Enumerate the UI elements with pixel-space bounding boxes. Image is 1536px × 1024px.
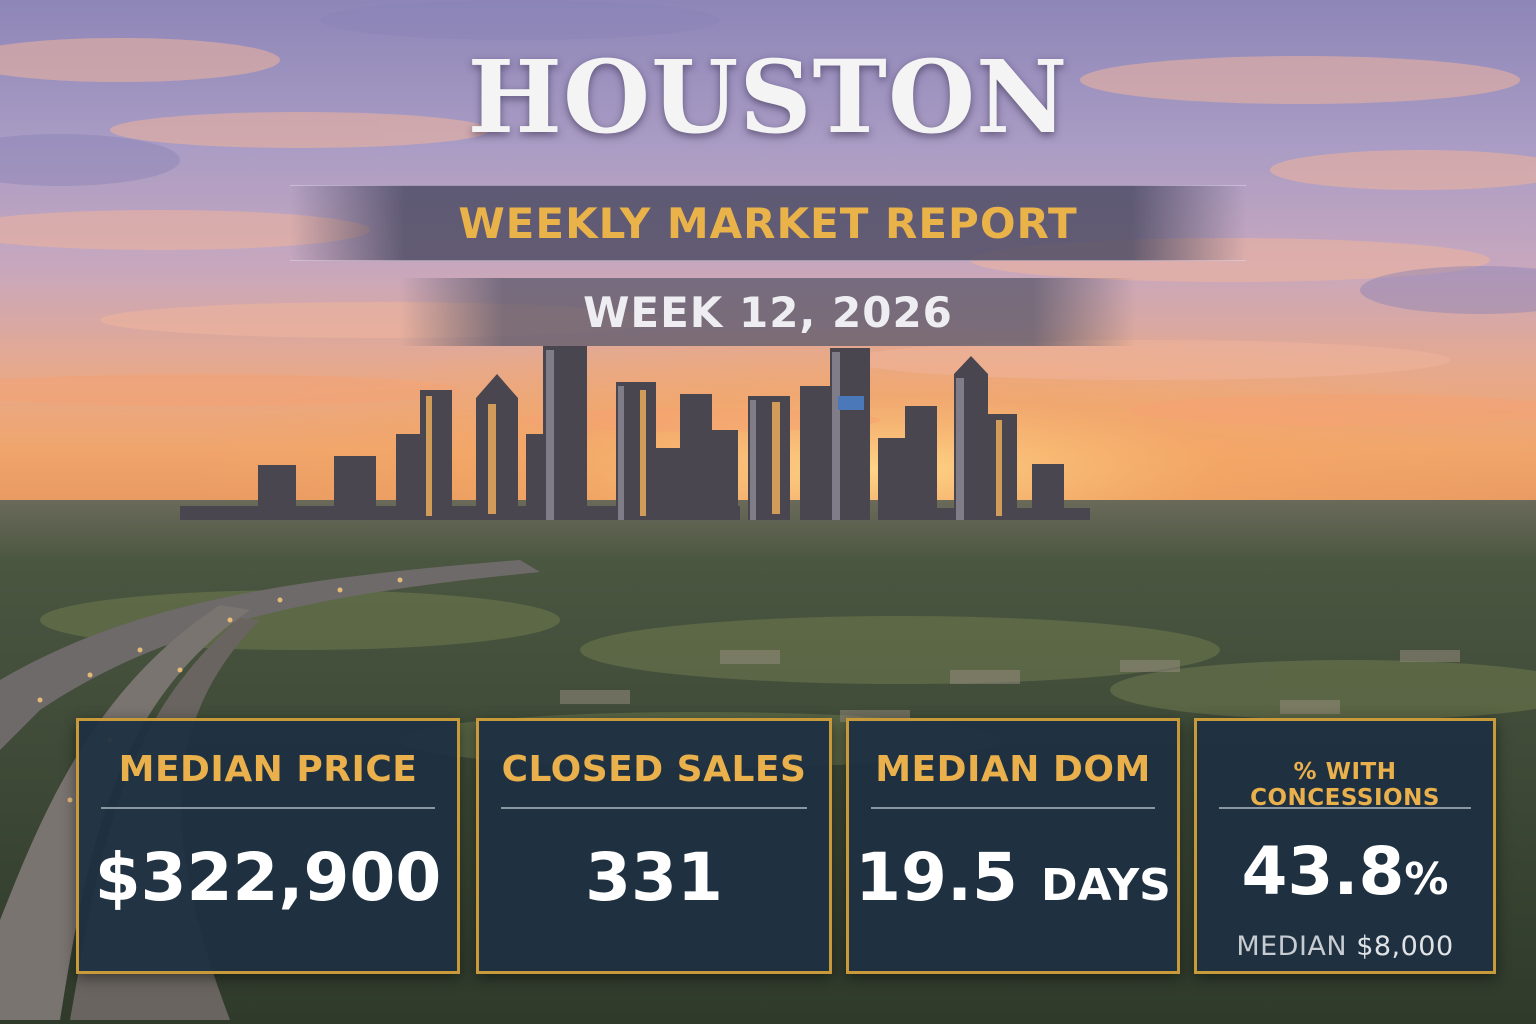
divider xyxy=(101,807,435,809)
stat-unit: % xyxy=(1404,854,1449,905)
stat-label: CLOSED SALES xyxy=(501,749,807,790)
stat-value: 43.8% xyxy=(1241,833,1449,910)
subtitle-band: WEEKLY MARKET REPORT xyxy=(290,185,1246,261)
stat-card-median-price: MEDIAN PRICE $322,900 xyxy=(76,718,460,974)
houston-skyline xyxy=(180,346,1090,520)
stat-value: 19.5 DAYS xyxy=(855,839,1171,916)
stat-label: MEDIAN DOM xyxy=(875,749,1151,790)
stat-value: $322,900 xyxy=(94,839,442,916)
stat-value: 331 xyxy=(585,839,723,916)
report-subtitle: WEEKLY MARKET REPORT xyxy=(458,198,1078,248)
stat-label: % WITH CONCESSIONS xyxy=(1250,759,1440,811)
sub-value: $8,000 xyxy=(1356,931,1454,962)
stat-sub: MEDIAN $8,000 xyxy=(1197,931,1493,962)
divider xyxy=(871,807,1155,809)
stat-card-closed-sales: CLOSED SALES 331 xyxy=(476,718,832,974)
stat-card-median-dom: MEDIAN DOM 19.5 DAYS xyxy=(846,718,1180,974)
week-band: WEEK 12, 2026 xyxy=(400,278,1136,346)
sub-label: MEDIAN xyxy=(1236,931,1348,962)
divider xyxy=(1219,807,1471,809)
report-week: WEEK 12, 2026 xyxy=(583,287,953,337)
stat-card-concessions: % WITH CONCESSIONS 43.8% MEDIAN $8,000 xyxy=(1194,718,1496,974)
stat-unit: DAYS xyxy=(1040,860,1171,911)
divider xyxy=(501,807,807,809)
page-title: HOUSTON xyxy=(467,38,1069,156)
stat-label: MEDIAN PRICE xyxy=(118,749,418,790)
